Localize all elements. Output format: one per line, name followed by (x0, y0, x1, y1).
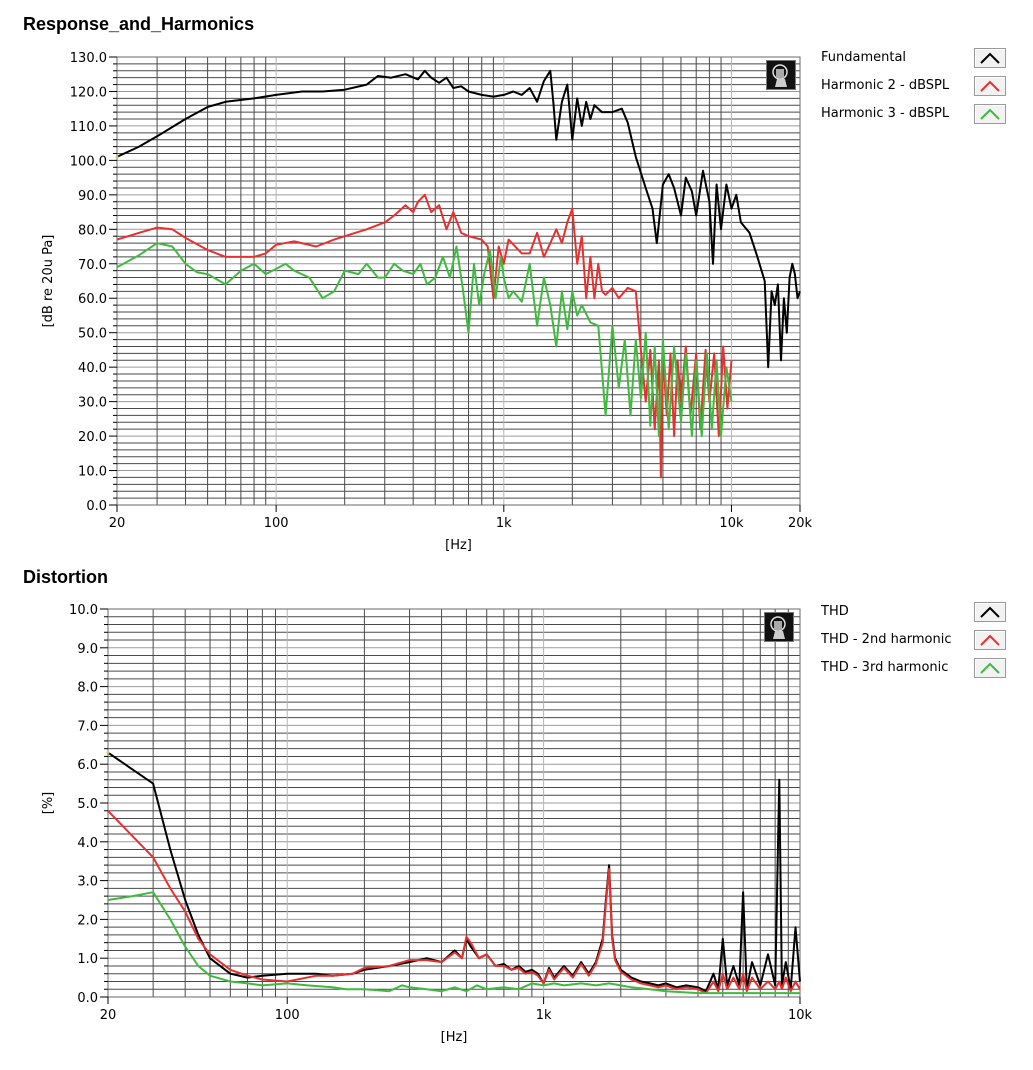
legend-label: Harmonic 2 - dBSPL (821, 78, 950, 93)
legend-label: THD - 3rd harmonic (821, 660, 949, 675)
legend-label: Fundamental (821, 50, 907, 65)
y-tick-label: 100.0 (70, 154, 107, 169)
line-style-icon[interactable] (974, 48, 1006, 68)
y-axis: 0.0 10.0 20.0 30.0 40.0 50.0 60.0 70.0 80.0 90.0 1… (70, 51, 117, 514)
y-axis-label: [%] (41, 792, 56, 815)
y-tick-label: 10.0 (69, 603, 98, 618)
y-tick-label: 0.0 (86, 499, 107, 514)
line-style-icon[interactable] (974, 630, 1006, 650)
x-tick-label: 10k (788, 1008, 813, 1023)
x-tick-label: 1k (536, 1008, 552, 1023)
x-tick-label: 20k (788, 516, 813, 531)
y-tick-label: 2.0 (77, 913, 98, 928)
cursor-marker (115, 155, 119, 159)
y-tick-label: 130.0 (70, 51, 107, 66)
line-style-icon[interactable] (974, 602, 1006, 622)
y-tick-label: 9.0 (77, 642, 98, 657)
x-tick-label: 20 (109, 516, 126, 531)
legend: THD THD - 2nd harmonic THD - 3rd harmoni… (821, 602, 1011, 686)
y-tick-label: 7.0 (77, 719, 98, 734)
x-axis: 20 100 1k 10k 20k (109, 505, 813, 531)
y-tick-label: 90.0 (78, 189, 107, 204)
y-tick-label: 0.0 (77, 991, 98, 1006)
series-line (107, 891, 800, 995)
y-tick-label: 3.0 (77, 875, 98, 890)
y-tick-label: 110.0 (70, 120, 107, 135)
y-tick-label: 8.0 (77, 681, 98, 696)
response-chart-panel: Response_and_Harmonics 0.0 10.0 20.0 30.0 40… (23, 14, 1011, 553)
y-tick-label: 1.0 (77, 952, 98, 967)
probe-icon[interactable] (766, 60, 796, 90)
y-tick-label: 80.0 (78, 223, 107, 238)
plot-frame (116, 56, 801, 506)
series-line (107, 810, 801, 995)
y-tick-label: 6.0 (77, 758, 98, 773)
y-tick-label: 50.0 (78, 327, 107, 342)
distortion-chart-panel: Distortion 0.0 1.0 2.0 3.0 4.0 5.0 6.0 7.0 8.0 9.… (0, 562, 1033, 1070)
y-tick-label: 5.0 (77, 797, 98, 812)
legend-item-harmonic-2[interactable]: Harmonic 2 - dBSPL (821, 76, 1011, 104)
x-tick-label: 100 (275, 1008, 300, 1023)
y-tick-label: 70.0 (78, 258, 107, 273)
legend-item-thd[interactable]: THD (821, 602, 1011, 630)
y-tick-label: 120.0 (70, 85, 107, 100)
y-tick-label: 10.0 (78, 465, 107, 480)
x-tick-label: 10k (719, 516, 744, 531)
cursor-marker (106, 751, 110, 755)
x-axis: 20 100 1k 10k (100, 997, 813, 1023)
y-tick-label: 60.0 (78, 292, 107, 307)
y-tick-label: 4.0 (77, 836, 98, 851)
legend-label: THD (821, 604, 849, 619)
legend-label: THD - 2nd harmonic (821, 632, 952, 647)
legend-item-harmonic-3[interactable]: Harmonic 3 - dBSPL (821, 104, 1011, 132)
chart-title: Response_and_Harmonics (23, 14, 255, 34)
response-chart: 0.0 10.0 20.0 30.0 40.0 50.0 60.0 70.0 80.0 90.0 1… (41, 51, 813, 553)
line-style-icon[interactable] (974, 76, 1006, 96)
legend-item-thd-3rd[interactable]: THD - 3rd harmonic (821, 658, 1011, 686)
y-tick-label: 30.0 (78, 396, 107, 411)
legend-item-fundamental[interactable]: Fundamental (821, 48, 1011, 76)
x-tick-label: 1k (496, 516, 512, 531)
x-axis-label: [Hz] (441, 1030, 468, 1045)
distortion-chart: 0.0 1.0 2.0 3.0 4.0 5.0 6.0 7.0 8.0 9.0 10.0 20 100 1… (41, 603, 813, 1045)
legend: Fundamental Harmonic 2 - dBSPL Harmonic … (821, 48, 1011, 132)
y-axis: 0.0 1.0 2.0 3.0 4.0 5.0 6.0 7.0 8.0 9.0 10.0 (69, 603, 108, 1006)
legend-label: Harmonic 3 - dBSPL (821, 106, 950, 121)
chart-title: Distortion (23, 567, 108, 587)
series-line (116, 69, 801, 369)
series-line (116, 242, 733, 438)
line-style-icon[interactable] (974, 658, 1006, 678)
x-axis-label: [Hz] (445, 538, 472, 553)
probe-icon[interactable] (764, 612, 794, 642)
y-tick-label: 40.0 (78, 361, 107, 376)
x-tick-label: 20 (100, 1008, 117, 1023)
grid (107, 608, 801, 998)
legend-item-thd-2nd[interactable]: THD - 2nd harmonic (821, 630, 1011, 658)
series-line (116, 193, 733, 479)
line-style-icon[interactable] (974, 104, 1006, 124)
y-axis-label: [dB re 20u Pa] (41, 235, 56, 328)
y-tick-label: 20.0 (78, 430, 107, 445)
x-tick-label: 100 (264, 516, 289, 531)
